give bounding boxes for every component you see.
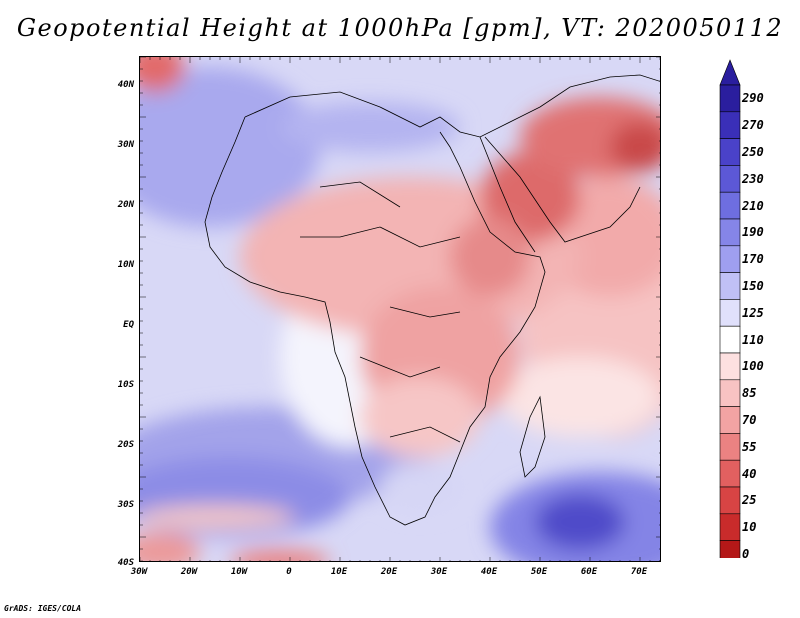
colorbar-segment (719, 191, 741, 220)
colorbar-segment (719, 513, 741, 541)
lon-label-30w: 30W (130, 567, 148, 577)
lat-label-20s: 20S (117, 440, 134, 450)
map-title: Geopotential Height at 1000hPa [gpm], VT… (16, 14, 784, 42)
lon-label-10e: 10E (330, 567, 348, 577)
colorbar-segment (719, 111, 741, 139)
colorbar-segment (719, 379, 741, 407)
colorbar-segment (719, 486, 741, 515)
colorbar-top-arrow (719, 59, 741, 86)
colorbar (719, 59, 741, 558)
colorbar-label: 110 (742, 332, 764, 347)
lat-label-10n: 10N (117, 260, 134, 270)
colorbar-label: 230 (742, 171, 764, 186)
colorbar-segment (719, 325, 741, 354)
lon-label-20e: 20E (380, 567, 398, 577)
colorbar-segment (719, 245, 741, 273)
lon-label-60e: 60E (580, 567, 598, 577)
colorbar-segment (719, 459, 741, 488)
colorbar-segment (719, 272, 741, 300)
colorbar-label: 125 (742, 305, 764, 320)
lat-label-30s: 30S (117, 500, 134, 510)
colorbar-segment (719, 218, 741, 247)
grads-credit: GrADS: IGES/COLA (4, 604, 82, 613)
colorbar-label: 85 (742, 386, 757, 401)
lon-label-40e: 40E (480, 567, 498, 577)
lat-label-eq: EQ (123, 320, 134, 330)
lon-label-50e: 50E (530, 567, 548, 577)
lon-label-30e: 30E (430, 567, 448, 577)
colorbar-label: 290 (742, 91, 764, 106)
colorbar-label: 210 (742, 198, 764, 213)
colorbar-label: 100 (742, 359, 764, 374)
colorbar-segment (719, 540, 741, 558)
tick-marks (140, 57, 660, 561)
lat-label-20n: 20N (117, 200, 134, 210)
colorbar-segment (719, 165, 741, 193)
colorbar-label: 40 (742, 466, 757, 481)
lat-label-10s: 10S (117, 380, 134, 390)
lat-label-40s: 40S (117, 558, 134, 568)
colorbar-label: 270 (742, 118, 764, 133)
map-panel (139, 56, 661, 562)
colorbar-label: 150 (742, 279, 764, 293)
geopotential-map (140, 57, 660, 561)
colorbar-segment (719, 352, 741, 381)
lon-label-70e: 70E (630, 567, 648, 577)
colorbar-label: 250 (742, 145, 764, 159)
coastlines (204, 74, 660, 526)
colorbar-label: 170 (742, 252, 764, 267)
lon-label-10w: 10W (230, 567, 248, 577)
colorbar-label: 0 (742, 547, 750, 561)
colorbar-label: 190 (742, 225, 764, 240)
colorbar-label: 10 (742, 520, 757, 535)
colorbar-segment (719, 406, 741, 434)
colorbar-label: 70 (742, 413, 757, 427)
lat-label-40n: 40N (117, 80, 134, 90)
colorbar-segment (719, 84, 741, 113)
lat-label-30n: 30N (117, 140, 134, 150)
lon-label-0: 0 (286, 567, 292, 577)
colorbar-label: 25 (742, 493, 757, 508)
colorbar-segment (719, 299, 741, 327)
lon-label-20w: 20W (180, 567, 198, 577)
colorbar-segment (719, 433, 741, 461)
colorbar-segment (719, 138, 741, 166)
colorbar-label: 55 (742, 439, 757, 454)
